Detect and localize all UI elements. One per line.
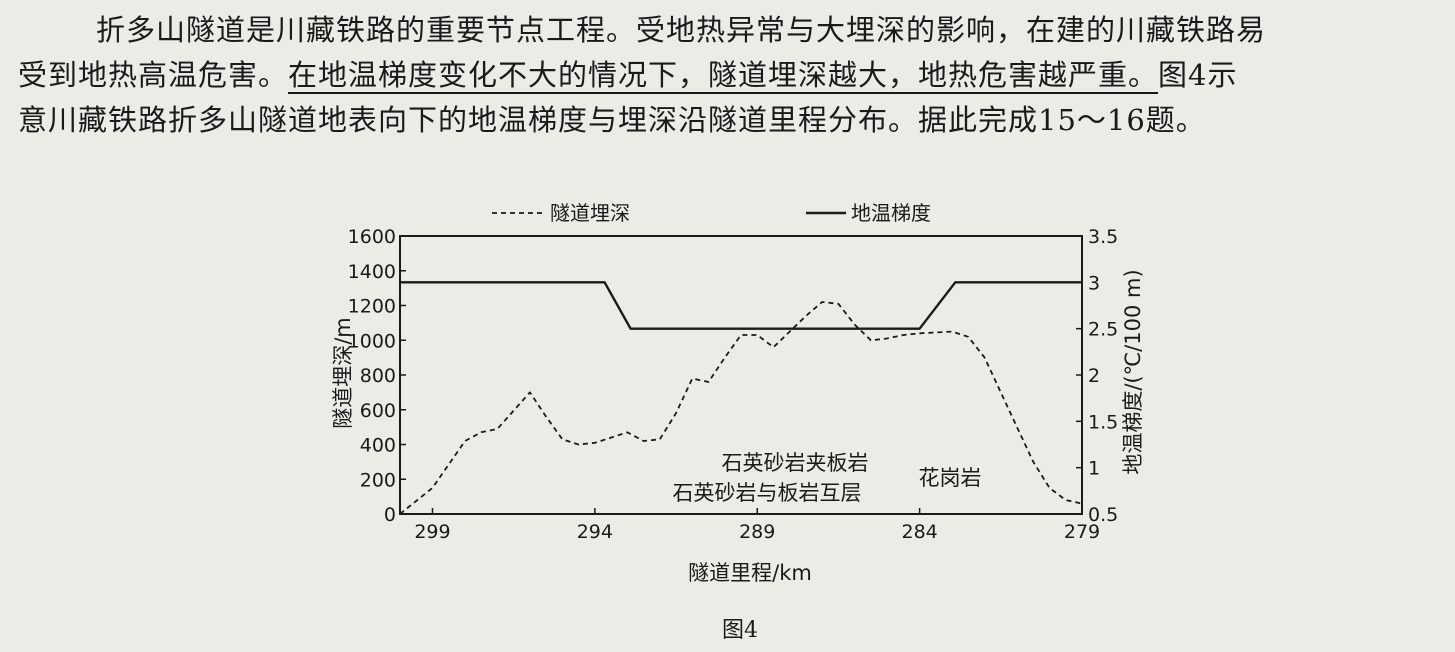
y-right-tick-label: 1.5: [1088, 411, 1118, 433]
y-right-tick-label: 0.5: [1088, 504, 1118, 526]
paragraph-line-3: 意川藏铁路折多山隧道地表向下的地温梯度与埋深沿隧道里程分布。据此完成15～16题…: [18, 103, 1206, 137]
y-left-tick-label: 200: [360, 469, 396, 491]
y-left-tick-label: 800: [360, 365, 396, 387]
underlined-phrase-1: 在地温梯度变化不大的情况下，: [288, 58, 709, 92]
question-paragraph: 折多山隧道是川藏铁路的重要节点工程。受地热异常与大埋深的影响，在建的川藏铁路易 …: [18, 8, 1443, 143]
x-tick-label: 279: [1064, 521, 1100, 543]
y-right-tick-label: 3: [1088, 272, 1100, 294]
y-left-tick-label: 400: [360, 435, 396, 457]
legend-label-gradient: 地温梯度: [851, 201, 931, 225]
underlined-phrase-2: 隧道埋深越大，地热危害越严重。: [708, 58, 1159, 92]
y-left-tick-label: 600: [360, 400, 396, 422]
y-right-tick-label: 3.5: [1088, 226, 1118, 248]
x-tick-label: 294: [577, 521, 613, 543]
y-right-tick-label: 2.5: [1088, 319, 1118, 341]
paragraph-line-2-start: 受到地热高温危害。: [18, 58, 289, 92]
annotation-rock-2: 石英砂岩与板岩互层: [673, 481, 862, 505]
y-left-tick-label: 1000: [348, 330, 396, 352]
y-left-axis-label: 隧道埋深/m: [331, 317, 355, 429]
series-line-gradient: [400, 281, 1082, 330]
annotation-rock-3: 花岗岩: [919, 466, 982, 490]
y-right-axis-label: 地温梯度/(℃/100 m): [1121, 269, 1145, 474]
y-right-tick-label: 1: [1088, 458, 1100, 480]
figure-caption: 图4: [722, 618, 758, 643]
x-tick-label: 284: [901, 521, 937, 543]
y-left-tick-label: 0: [384, 504, 396, 526]
paragraph-line-2-end: 图4示: [1158, 58, 1238, 92]
x-tick-label: 299: [414, 521, 450, 543]
y-left-tick-label: 1600: [348, 226, 396, 248]
annotation-rock-1: 石英砂岩夹板岩: [722, 451, 869, 475]
x-tick-label: 289: [739, 521, 775, 543]
x-axis-label: 隧道里程/km: [688, 561, 812, 585]
series-line-depth: [399, 301, 1083, 515]
y-left-tick-label: 1400: [348, 261, 396, 283]
y-left-tick-label: 1200: [348, 296, 396, 318]
legend-label-depth: 隧道埋深: [550, 201, 630, 225]
y-right-tick-label: 2: [1088, 365, 1100, 387]
paragraph-line-1: 折多山隧道是川藏铁路的重要节点工程。受地热异常与大埋深的影响，在建的川藏铁路易: [96, 13, 1267, 47]
paragraph-line-2: 受到地热高温危害。在地温梯度变化不大的情况下，隧道埋深越大，地热危害越严重。图4…: [18, 53, 1443, 98]
